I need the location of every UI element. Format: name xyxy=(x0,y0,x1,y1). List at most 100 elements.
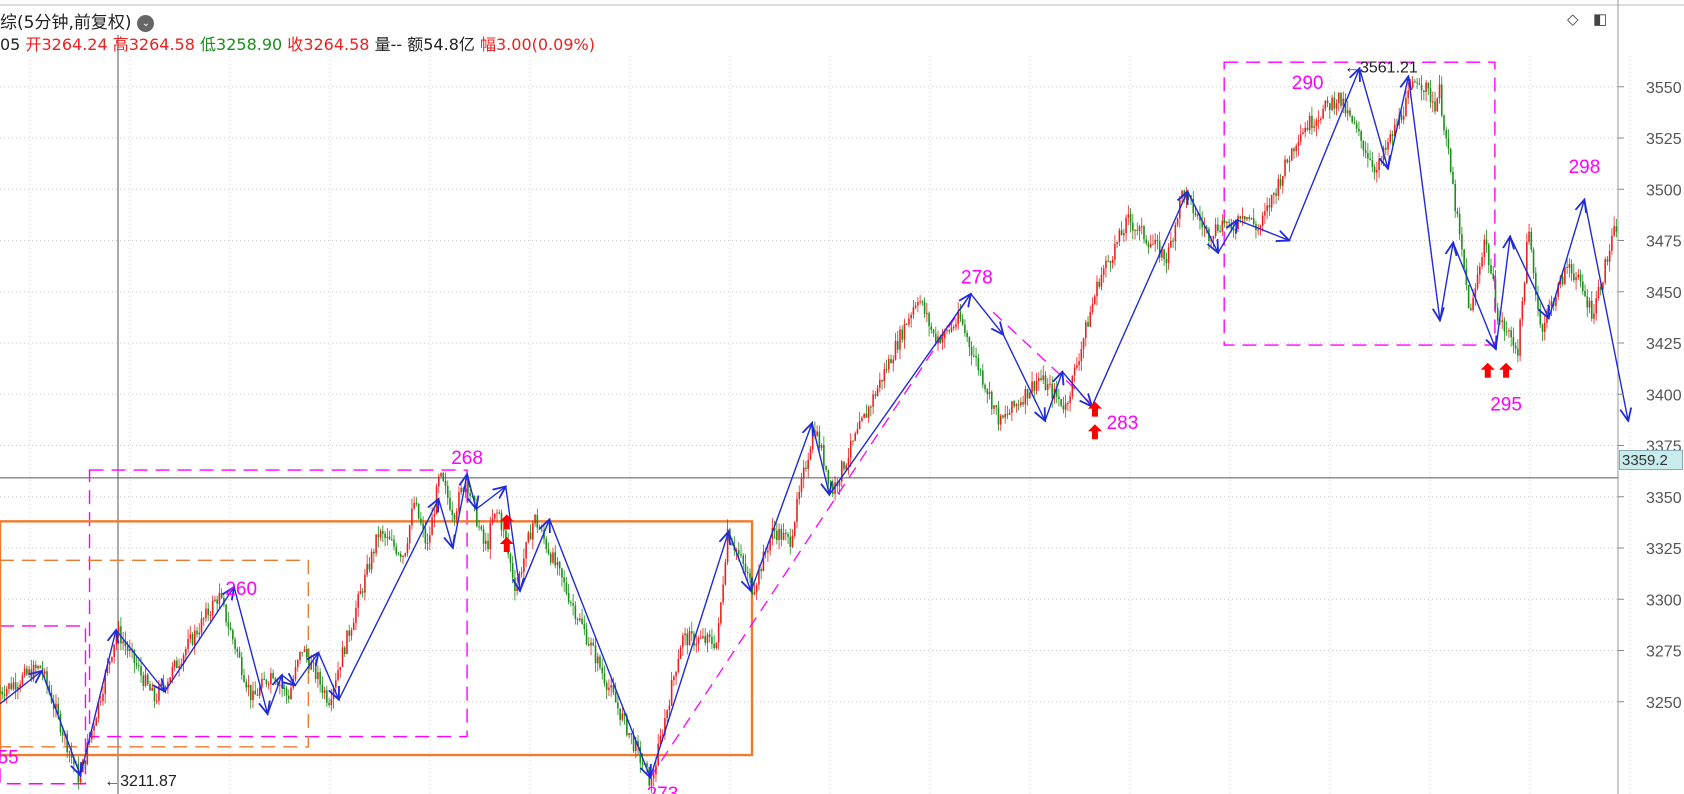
change-label: 幅 xyxy=(479,35,496,54)
candle-body xyxy=(706,634,709,643)
candle-body xyxy=(1434,101,1436,112)
candle-body xyxy=(379,531,382,538)
candle-body xyxy=(258,687,261,696)
candle-body xyxy=(1487,244,1490,266)
candle-body xyxy=(1431,101,1434,103)
candle-body xyxy=(476,502,478,527)
candle-body xyxy=(200,618,203,633)
buy-signal-arrow xyxy=(1087,401,1102,417)
candle-body xyxy=(386,536,389,538)
candle-body xyxy=(359,591,362,595)
candle-body xyxy=(283,687,286,689)
candle-body xyxy=(185,649,187,656)
candle-body xyxy=(489,523,492,550)
candle-body xyxy=(1528,231,1530,242)
candle-body xyxy=(1411,81,1414,88)
candle-body xyxy=(189,634,192,639)
candle-body xyxy=(205,608,207,619)
candle-body xyxy=(1270,194,1273,208)
candle-body xyxy=(173,660,176,667)
candle-body xyxy=(610,685,612,688)
candle-body xyxy=(1519,319,1521,356)
candle-body xyxy=(523,558,525,573)
candle-body xyxy=(1250,218,1253,220)
candle-body xyxy=(1022,402,1024,405)
candle-body xyxy=(312,662,315,664)
buy-signal-arrow xyxy=(1499,362,1514,378)
markers: 268 260 278 283 290 298 295 273 55 ←3561.21 ←3211.… xyxy=(0,59,1600,794)
candle-body xyxy=(793,522,796,536)
candle-body xyxy=(964,324,966,333)
candle-body xyxy=(1568,264,1571,268)
candle-body xyxy=(357,594,359,608)
candle-body xyxy=(339,667,342,671)
candle-body xyxy=(8,683,10,689)
candle-body xyxy=(1243,216,1246,220)
candle-body xyxy=(776,530,778,541)
candle-body xyxy=(1371,159,1374,167)
panel-toggle-icon[interactable]: ◧ xyxy=(1593,11,1608,28)
candle-body xyxy=(129,649,131,651)
candle-body xyxy=(1380,159,1383,161)
candle-body xyxy=(46,671,48,686)
zigzag-stroke xyxy=(1237,219,1289,241)
candle-body xyxy=(1223,220,1226,223)
candle-body xyxy=(1458,213,1461,235)
buy-signal-arrow xyxy=(1087,424,1102,440)
candle-body xyxy=(97,701,100,719)
candle-body xyxy=(26,668,28,675)
candle-body xyxy=(1369,158,1371,160)
candle-body xyxy=(1029,392,1031,399)
candle-body xyxy=(1400,114,1403,120)
candle-body xyxy=(305,649,308,658)
zigzag-stroke xyxy=(828,294,970,496)
candle-body xyxy=(617,702,619,709)
amount-label: 额 xyxy=(407,35,424,54)
candle-body xyxy=(762,551,765,572)
candle-body xyxy=(1033,381,1036,391)
candle-body xyxy=(697,637,700,644)
candle-body xyxy=(791,535,794,547)
dropdown-icon[interactable]: ⌄ xyxy=(137,14,155,32)
candle-body xyxy=(1212,235,1215,240)
candle-body xyxy=(1521,301,1524,320)
candle-body xyxy=(218,592,221,604)
pivot-number-label: 298 xyxy=(1569,157,1601,178)
candle-body xyxy=(178,665,180,669)
candle-body xyxy=(1051,383,1054,399)
candle-body xyxy=(1550,301,1553,306)
candle-body xyxy=(113,644,115,658)
candle-body xyxy=(870,406,872,408)
candle-body xyxy=(1297,141,1300,146)
candle-body xyxy=(1429,88,1432,103)
candle-body xyxy=(840,461,843,482)
candle-body xyxy=(1073,367,1076,376)
candle-body xyxy=(491,518,494,524)
zigzag-stroke xyxy=(338,499,439,701)
candle-body xyxy=(986,389,989,394)
candle-body xyxy=(800,478,803,493)
candle-body xyxy=(990,391,993,409)
candle-body xyxy=(444,480,447,486)
candle-body xyxy=(180,663,183,666)
candle-body xyxy=(1387,141,1389,150)
candle-body xyxy=(1555,296,1557,306)
diamond-icon[interactable]: ◇ xyxy=(1567,11,1579,28)
candle-body xyxy=(229,627,232,631)
candle-body xyxy=(688,631,691,646)
candle-body xyxy=(630,733,633,736)
candle-body xyxy=(1313,126,1315,128)
candle-body xyxy=(144,674,147,686)
candle-body xyxy=(641,762,644,766)
candle-body xyxy=(1304,127,1306,133)
candle-body xyxy=(460,487,462,493)
candle-body xyxy=(536,514,539,528)
candle-body xyxy=(874,394,877,396)
candle-body xyxy=(1557,283,1559,297)
candle-body xyxy=(520,572,523,574)
candle-body xyxy=(1326,100,1329,104)
candle-body xyxy=(355,607,357,624)
candle-body xyxy=(1324,100,1327,109)
candle-body xyxy=(1259,225,1262,230)
